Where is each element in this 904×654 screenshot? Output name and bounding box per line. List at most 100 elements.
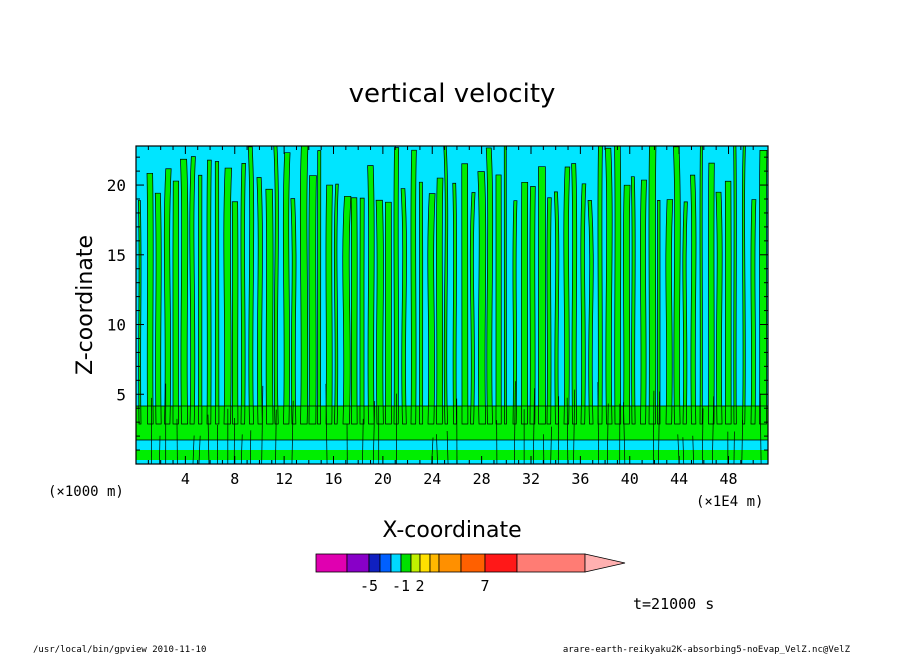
colorbar-swatch — [368, 553, 381, 573]
plot-frame — [135, 145, 769, 465]
updraft-band — [231, 201, 239, 425]
updraft-band — [146, 172, 154, 425]
updraft-band — [214, 161, 220, 425]
colorbar-label: -5 — [360, 577, 378, 595]
updraft-band — [733, 146, 737, 425]
x-axis-ticks — [147, 146, 754, 464]
colorbar-label: 7 — [480, 577, 489, 595]
updraft-band — [180, 158, 189, 425]
updraft-band — [673, 146, 681, 425]
updraft-band — [529, 186, 536, 425]
updraft-band — [299, 146, 309, 425]
updraft-band — [553, 191, 560, 425]
x-tick-label: 4 — [181, 470, 190, 488]
colorbar-swatch — [484, 553, 518, 573]
updraft-band — [333, 183, 339, 425]
updraft-band — [325, 184, 333, 425]
x-tick-label: 28 — [473, 470, 491, 488]
x-tick-label: 36 — [571, 470, 589, 488]
updraft-band — [571, 163, 578, 425]
x-axis-label: X-coordinate — [382, 518, 521, 543]
x-tick-label: 44 — [670, 470, 688, 488]
contour-line — [701, 408, 704, 464]
y-tick-label: 5 — [116, 385, 126, 404]
updraft-band — [640, 179, 647, 425]
contour-line — [261, 385, 264, 464]
updraft-band — [317, 150, 322, 425]
contour-line — [325, 383, 328, 464]
contour-line — [711, 396, 715, 464]
surface-band — [136, 450, 768, 460]
colorbar-swatch — [346, 553, 370, 573]
x-unit-right: (×1E4 m) — [696, 494, 763, 510]
chart-title: vertical velocity — [349, 79, 556, 109]
velocity-field — [136, 146, 768, 464]
updraft-band — [521, 181, 529, 425]
updraft-band — [240, 163, 246, 425]
colorbar-extend-arrow — [584, 553, 626, 573]
updraft-band — [485, 147, 494, 425]
updraft-band — [256, 177, 263, 425]
updraft-band — [724, 180, 732, 425]
colorbar-swatch — [400, 553, 412, 573]
updraft-band — [648, 146, 657, 425]
y-tick-label: 10 — [107, 316, 126, 335]
y-axis-tick-labels: 5 10 15 20 — [107, 176, 126, 404]
updraft-band — [682, 201, 688, 425]
updraft-band — [750, 199, 757, 425]
contour-line — [275, 409, 277, 464]
contour-line — [682, 437, 685, 464]
colorbar-swatch — [379, 553, 392, 573]
updraft-band — [172, 180, 180, 425]
contour-line — [446, 430, 449, 464]
updraft-band — [273, 146, 279, 425]
updraft-band — [189, 156, 196, 425]
updraft-band — [154, 192, 162, 425]
colorbar-label: 2 — [415, 577, 424, 595]
contour-lines — [136, 381, 768, 464]
updraft-band — [614, 146, 622, 425]
colorbar-label: -1 — [392, 577, 410, 595]
contour-line — [741, 419, 743, 464]
contour-line — [436, 434, 438, 464]
updraft-bands — [136, 146, 768, 460]
colorbar-swatch — [390, 553, 402, 573]
updraft-band — [436, 177, 444, 425]
updraft-band — [400, 188, 407, 425]
contour-line — [136, 405, 768, 441]
updraft-band — [163, 168, 172, 425]
x-axis-tick-labels: 4 8 12 16 20 24 28 32 36 40 44 48 — [181, 470, 738, 488]
colorbar-swatch — [516, 553, 586, 573]
updraft-band — [469, 192, 476, 425]
x-tick-label: 12 — [275, 470, 293, 488]
contour-line — [759, 393, 762, 464]
updraft-band — [247, 146, 255, 425]
updraft-band — [587, 200, 594, 425]
colorbar-swatch — [438, 553, 462, 573]
updraft-band — [563, 166, 571, 425]
contour-line — [207, 414, 210, 464]
y-tick-label: 15 — [107, 246, 126, 265]
x-tick-label: 20 — [374, 470, 392, 488]
colorbar-swatch — [410, 553, 421, 573]
updraft-band — [350, 197, 358, 425]
updraft-band — [715, 191, 723, 425]
contour-line — [597, 382, 600, 464]
updraft-band — [690, 174, 697, 425]
time-label: t=21000 s — [633, 595, 714, 613]
updraft-band — [452, 182, 457, 425]
updraft-band — [708, 162, 715, 425]
footer-right: arare-earth-reikyaku2K-absorbing5-noEvap… — [563, 645, 851, 654]
x-tick-label: 32 — [522, 470, 540, 488]
x-unit-left: (×1000 m) — [48, 484, 124, 500]
updraft-band — [623, 184, 631, 425]
contour-line — [606, 403, 609, 464]
updraft-band — [495, 174, 502, 425]
updraft-band — [657, 200, 661, 425]
updraft-band — [265, 188, 274, 425]
updraft-band — [393, 147, 400, 425]
contour-line — [566, 397, 569, 464]
contour-line — [159, 435, 161, 464]
updraft-band — [741, 146, 746, 425]
